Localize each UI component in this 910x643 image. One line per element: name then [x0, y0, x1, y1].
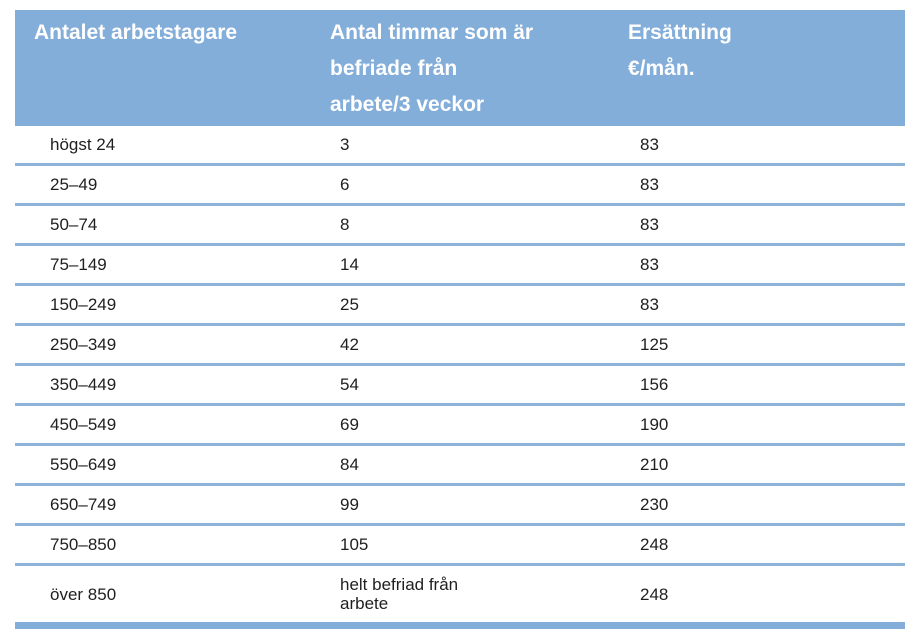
cell-hours-free: 99 [315, 484, 610, 526]
table-row: 150–249 25 83 [15, 284, 905, 326]
cell-hours-free: 105 [315, 524, 610, 566]
col-header-hours-free: Antal timmar som är befriade från arbete… [315, 10, 610, 126]
cell-compensation: 248 [610, 524, 905, 566]
cell-workers: 250–349 [15, 324, 315, 366]
table-row: 550–649 84 210 [15, 444, 905, 486]
col-header-workers: Antalet arbetstagare [15, 10, 315, 126]
col-header-compensation: Ersättning €/mån. [610, 10, 905, 126]
table-row: över 850 helt befriad från arbete 248 [15, 564, 905, 629]
cell-compensation: 83 [610, 284, 905, 326]
cell-hours-free: 25 [315, 284, 610, 326]
table-body: högst 24 3 83 25–49 6 83 50–74 8 83 75–1… [15, 126, 905, 629]
cell-workers: 650–749 [15, 484, 315, 526]
cell-hours-free: 84 [315, 444, 610, 486]
cell-workers: 350–449 [15, 364, 315, 406]
cell-workers: 50–74 [15, 204, 315, 246]
cell-hours-free: 8 [315, 204, 610, 246]
cell-hours-free: 14 [315, 244, 610, 286]
cell-workers: över 850 [15, 564, 315, 629]
cell-compensation: 190 [610, 404, 905, 446]
table-row: högst 24 3 83 [15, 126, 905, 166]
cell-compensation: 83 [610, 244, 905, 286]
cell-compensation: 248 [610, 564, 905, 629]
table-row: 450–549 69 190 [15, 404, 905, 446]
cell-workers: 550–649 [15, 444, 315, 486]
table-header: Antalet arbetstagare Antal timmar som är… [15, 10, 905, 126]
table-row: 25–49 6 83 [15, 164, 905, 206]
cell-compensation: 83 [610, 126, 905, 166]
table-row: 75–149 14 83 [15, 244, 905, 286]
header-row: Antalet arbetstagare Antal timmar som är… [15, 10, 905, 126]
cell-hours-free: helt befriad från arbete [315, 564, 610, 629]
cell-compensation: 83 [610, 164, 905, 206]
cell-workers: 750–850 [15, 524, 315, 566]
table-row: 750–850 105 248 [15, 524, 905, 566]
cell-compensation: 83 [610, 204, 905, 246]
cell-hours-free: 3 [315, 126, 610, 166]
table-row: 350–449 54 156 [15, 364, 905, 406]
cell-compensation: 156 [610, 364, 905, 406]
cell-compensation: 210 [610, 444, 905, 486]
cell-hours-free: 69 [315, 404, 610, 446]
cell-compensation: 230 [610, 484, 905, 526]
cell-workers: högst 24 [15, 126, 315, 166]
compensation-table-container: Antalet arbetstagare Antal timmar som är… [15, 10, 905, 629]
cell-workers: 450–549 [15, 404, 315, 446]
table-row: 650–749 99 230 [15, 484, 905, 526]
cell-hours-free: 54 [315, 364, 610, 406]
compensation-table: Antalet arbetstagare Antal timmar som är… [15, 10, 905, 629]
cell-hours-free: 6 [315, 164, 610, 206]
cell-compensation: 125 [610, 324, 905, 366]
table-row: 50–74 8 83 [15, 204, 905, 246]
cell-workers: 25–49 [15, 164, 315, 206]
cell-workers: 150–249 [15, 284, 315, 326]
cell-hours-free: 42 [315, 324, 610, 366]
cell-workers: 75–149 [15, 244, 315, 286]
table-row: 250–349 42 125 [15, 324, 905, 366]
